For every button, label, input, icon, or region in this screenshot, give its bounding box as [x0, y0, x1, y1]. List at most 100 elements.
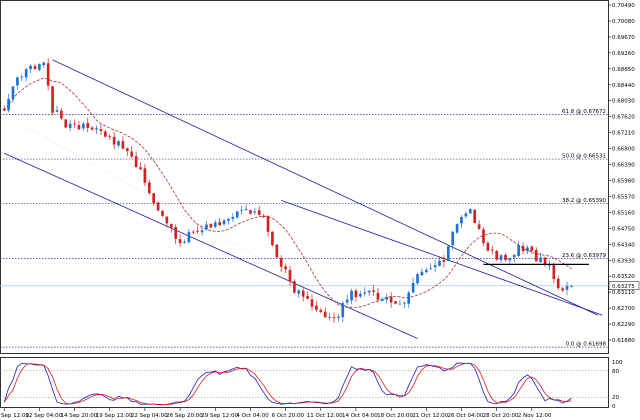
candle [297, 289, 301, 299]
candle [108, 134, 112, 140]
candle-body [345, 299, 349, 303]
candle [323, 307, 327, 318]
candle-body [464, 213, 468, 217]
candle [187, 228, 191, 244]
candle-body [548, 264, 551, 266]
candle [2, 105, 6, 112]
candle-body [253, 211, 257, 213]
candle [60, 107, 63, 121]
candle-body [473, 209, 477, 224]
price-tick-label: 0.70490 [612, 3, 635, 9]
candle-body [222, 220, 226, 225]
candle-body [323, 311, 327, 318]
price-tick-label: 0.65160 [612, 210, 635, 216]
price-tick-label: 0.70080 [612, 19, 635, 25]
candle-body [512, 254, 516, 258]
candle-body [561, 288, 564, 291]
candle [222, 218, 226, 226]
candle-body [196, 230, 199, 232]
candle [104, 129, 107, 138]
time-tick-label: 6 Oct 20:00 [272, 413, 305, 419]
candle [253, 207, 257, 215]
candle-body [11, 86, 15, 100]
candle [288, 265, 292, 287]
candle-body [504, 254, 507, 261]
candle [530, 245, 534, 254]
channel-lines [4, 59, 603, 339]
candle-body [187, 232, 191, 243]
candle-body [411, 282, 415, 293]
candle [191, 229, 195, 235]
candle [570, 284, 573, 288]
candle-body [55, 110, 59, 112]
candle [468, 208, 472, 214]
price-tick-label: 0.69260 [612, 51, 635, 57]
candle [328, 312, 331, 321]
candle-body [565, 286, 569, 290]
candle [486, 241, 490, 252]
candle [257, 205, 261, 216]
candle [139, 162, 142, 171]
candle-body [433, 265, 437, 268]
current-price-tag [608, 281, 640, 291]
price-tick-label: 0.67210 [612, 131, 635, 137]
candle [235, 211, 239, 219]
candle-body [77, 125, 81, 130]
candle-body [46, 63, 50, 86]
candle-body [7, 98, 10, 111]
time-tick-label: 21 Oct 12:00 [412, 413, 448, 419]
candle [556, 275, 560, 291]
channel-lower-line [4, 152, 418, 339]
candle-body [460, 216, 463, 224]
candle [433, 260, 437, 273]
candle-body [178, 239, 182, 244]
stochastic-lines [3, 362, 572, 406]
channel-midline [26, 126, 401, 338]
candle [363, 287, 367, 297]
candle [473, 209, 477, 224]
candle [11, 86, 15, 103]
price-tick-label: 0.68440 [612, 83, 635, 89]
price-axis: 0.70490 0.70080 0.69670 0.69260 0.68850 0.684… [608, 3, 640, 344]
candle-body [240, 209, 243, 211]
stochastic-pane [0, 357, 609, 408]
candle [446, 245, 450, 262]
candle-body [125, 148, 129, 152]
candle-body [508, 258, 512, 261]
candle [455, 223, 459, 235]
candle-body [424, 269, 428, 273]
stochastic-tick-label: 20 [612, 395, 619, 401]
price-tick-label: 0.62290 [612, 322, 635, 328]
candle-body [446, 246, 450, 261]
candle-body [156, 202, 160, 211]
candle [561, 286, 564, 292]
candle [499, 253, 503, 264]
candle-body [288, 269, 292, 282]
time-tick-label: 26 Sep 20:00 [166, 413, 203, 419]
candle [350, 288, 353, 304]
candle-body [284, 266, 287, 270]
candle [55, 105, 59, 113]
candle [42, 61, 46, 68]
candle-body [2, 108, 6, 111]
candle [82, 121, 85, 132]
candle-body [367, 290, 371, 293]
price-pane: 61.8 @ 0.67672 50.0 @ 0.66531 38.2 @ 0.653… [0, 0, 609, 354]
price-tick-label: 0.65570 [612, 194, 635, 200]
price-tick-label: 0.68030 [612, 99, 635, 105]
candle [134, 151, 138, 168]
candle [416, 272, 419, 286]
candle-body [526, 247, 529, 252]
candle [341, 301, 345, 323]
moving-average-line [3, 77, 572, 308]
candle [16, 76, 19, 90]
candle-body [104, 131, 107, 137]
candle-body [209, 223, 213, 228]
candle [64, 118, 68, 129]
candle [227, 217, 230, 225]
candle [73, 119, 76, 129]
candle [86, 117, 90, 133]
time-tick-label: 12 Sep 04:00 [25, 413, 62, 419]
